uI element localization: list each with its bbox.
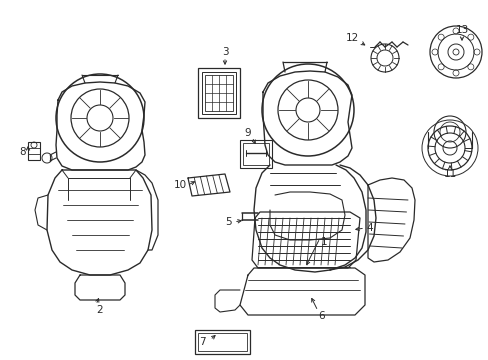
Text: 10: 10: [173, 180, 186, 190]
Bar: [198, 68, 240, 118]
Text: 1: 1: [320, 237, 326, 247]
Bar: [243, 143, 268, 165]
Text: 6: 6: [318, 311, 325, 321]
Text: 4: 4: [366, 223, 372, 233]
Bar: [202, 72, 236, 114]
Bar: [204, 75, 232, 111]
Bar: [240, 140, 271, 168]
Text: 2: 2: [97, 305, 103, 315]
Bar: [28, 142, 40, 160]
Text: 5: 5: [224, 217, 231, 227]
Bar: [198, 333, 246, 351]
Text: 7: 7: [198, 337, 205, 347]
Bar: [195, 330, 249, 354]
Text: 9: 9: [244, 128, 251, 138]
Text: 3: 3: [221, 47, 228, 57]
Text: 12: 12: [345, 33, 358, 43]
Text: 13: 13: [454, 25, 468, 35]
Text: 11: 11: [443, 169, 456, 179]
Text: 8: 8: [20, 147, 26, 157]
